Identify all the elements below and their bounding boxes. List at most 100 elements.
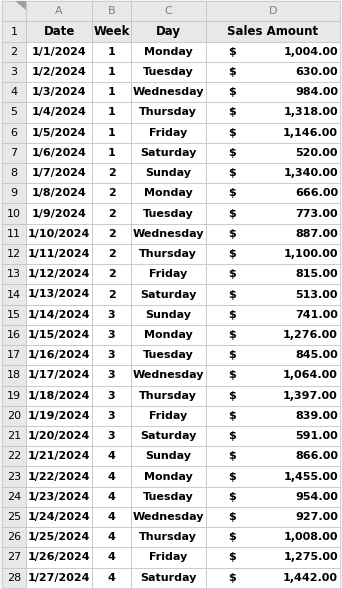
Bar	[206, 284, 340, 305]
Bar	[131, 123, 206, 143]
Text: 23: 23	[7, 472, 21, 482]
Text: $: $	[228, 552, 236, 562]
Text: 839.00: 839.00	[295, 411, 338, 421]
Text: 4: 4	[108, 472, 116, 482]
Text: 21: 21	[7, 431, 21, 441]
Text: 1,442.00: 1,442.00	[283, 573, 338, 583]
Bar	[206, 466, 340, 487]
Text: Week: Week	[93, 25, 130, 38]
Text: $: $	[228, 269, 236, 279]
Text: 1/24/2024: 1/24/2024	[28, 512, 90, 522]
Bar	[131, 224, 206, 244]
Text: $: $	[228, 512, 236, 522]
Bar	[131, 1, 206, 21]
Text: 17: 17	[7, 350, 21, 360]
Text: $: $	[228, 370, 236, 380]
Text: D: D	[269, 6, 277, 16]
Bar	[131, 487, 206, 507]
Text: C: C	[165, 6, 172, 16]
Text: $: $	[228, 188, 236, 198]
Text: 1,397.00: 1,397.00	[283, 391, 338, 401]
Bar	[92, 305, 131, 325]
Bar	[131, 244, 206, 264]
Text: $: $	[228, 87, 236, 97]
Bar	[92, 244, 131, 264]
Text: Friday: Friday	[149, 269, 187, 279]
Bar	[26, 386, 92, 406]
Text: 24: 24	[7, 492, 21, 502]
Bar	[26, 21, 92, 42]
Text: Sunday: Sunday	[145, 310, 191, 320]
Bar	[206, 62, 340, 82]
Text: 4: 4	[108, 532, 116, 542]
Text: 1: 1	[108, 47, 116, 57]
Text: 1,146.00: 1,146.00	[283, 128, 338, 138]
Bar	[206, 426, 340, 446]
Text: 1/23/2024: 1/23/2024	[28, 492, 90, 502]
Bar	[2, 264, 26, 284]
Text: $: $	[228, 229, 236, 239]
Bar	[92, 568, 131, 588]
Text: 11: 11	[7, 229, 21, 239]
Text: 25: 25	[7, 512, 21, 522]
Text: 1: 1	[108, 148, 116, 158]
Text: 3: 3	[108, 330, 115, 340]
Text: 630.00: 630.00	[295, 67, 338, 77]
Text: Tuesday: Tuesday	[143, 209, 194, 219]
Bar	[2, 386, 26, 406]
Bar	[26, 487, 92, 507]
Text: Friday: Friday	[149, 128, 187, 138]
Bar	[2, 406, 26, 426]
Bar	[26, 244, 92, 264]
Text: 3: 3	[108, 431, 115, 441]
Text: 1/15/2024: 1/15/2024	[28, 330, 90, 340]
Bar	[26, 143, 92, 163]
Bar	[92, 163, 131, 183]
Text: $: $	[228, 451, 236, 461]
Text: 1/17/2024: 1/17/2024	[28, 370, 90, 380]
Bar	[206, 406, 340, 426]
Bar	[131, 547, 206, 568]
Text: 1/8/2024: 1/8/2024	[32, 188, 87, 198]
Text: $: $	[228, 411, 236, 421]
Bar	[26, 426, 92, 446]
Polygon shape	[15, 1, 26, 10]
Text: Sunday: Sunday	[145, 168, 191, 178]
Text: 1,064.00: 1,064.00	[283, 370, 338, 380]
Bar	[131, 466, 206, 487]
Text: 3: 3	[108, 370, 115, 380]
Bar	[92, 1, 131, 21]
Text: Wednesday: Wednesday	[133, 512, 204, 522]
Text: Saturday: Saturday	[140, 573, 196, 583]
Text: $: $	[228, 148, 236, 158]
Bar	[2, 244, 26, 264]
Text: Saturday: Saturday	[140, 148, 196, 158]
Bar	[131, 446, 206, 466]
Bar	[206, 264, 340, 284]
Bar	[206, 507, 340, 527]
Bar	[2, 466, 26, 487]
Bar	[131, 163, 206, 183]
Text: $: $	[228, 330, 236, 340]
Bar	[92, 386, 131, 406]
Bar	[92, 487, 131, 507]
Bar	[2, 21, 26, 42]
Text: 1: 1	[108, 67, 116, 77]
Text: Sales Amount: Sales Amount	[227, 25, 318, 38]
Text: 1/13/2024: 1/13/2024	[28, 290, 90, 299]
Text: 2: 2	[108, 290, 116, 299]
Bar	[206, 163, 340, 183]
Bar	[206, 568, 340, 588]
Text: $: $	[228, 431, 236, 441]
Text: $: $	[228, 310, 236, 320]
Bar	[26, 183, 92, 203]
Text: 28: 28	[7, 573, 21, 583]
Bar	[26, 163, 92, 183]
Text: 984.00: 984.00	[295, 87, 338, 97]
Text: 2: 2	[108, 269, 116, 279]
Text: 1/5/2024: 1/5/2024	[32, 128, 87, 138]
Bar	[26, 42, 92, 62]
Bar	[131, 102, 206, 123]
Text: 1/16/2024: 1/16/2024	[28, 350, 90, 360]
Text: 15: 15	[7, 310, 21, 320]
